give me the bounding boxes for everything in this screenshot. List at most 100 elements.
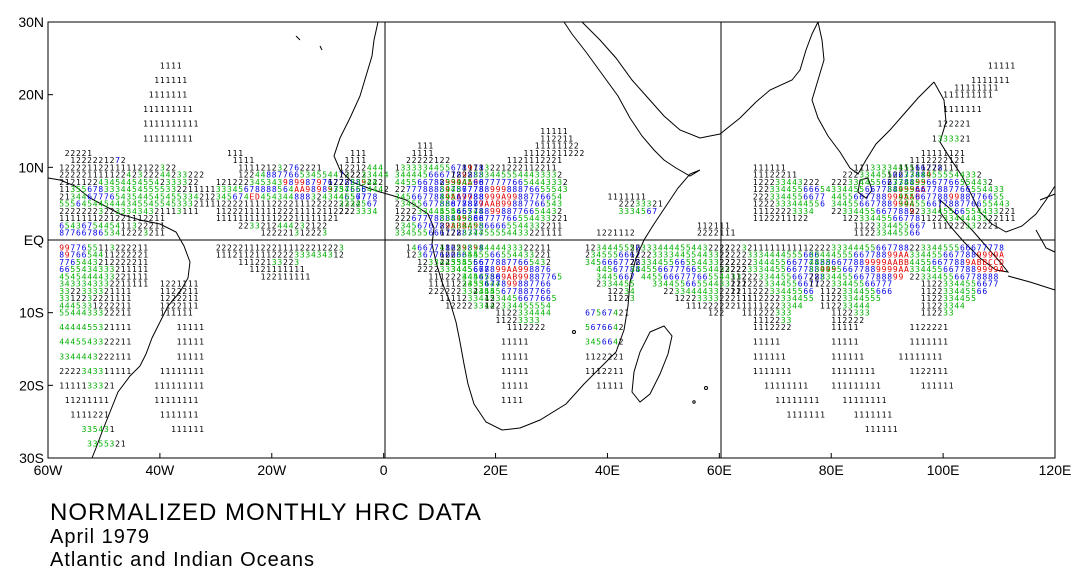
coast-java bbox=[1007, 275, 1056, 291]
hrc-row: 11122211 bbox=[753, 171, 797, 180]
hrc-row: 223344556677889 bbox=[831, 207, 914, 216]
hrc-row: 111111111 bbox=[143, 105, 193, 114]
hrc-row: 3344455566778899AA bbox=[809, 251, 909, 260]
hrc-row: 1234445556 bbox=[585, 243, 640, 252]
y-tick-label: EQ bbox=[24, 232, 44, 248]
hrc-row: 1111111 bbox=[753, 367, 792, 376]
coast-island-1 bbox=[704, 386, 708, 390]
x-tick-label: 120E bbox=[1039, 462, 1072, 478]
hrc-row: 1122111 bbox=[160, 301, 199, 310]
hrc-row: 11223333 bbox=[496, 316, 540, 325]
x-tick-label: 20E bbox=[483, 462, 508, 478]
hrc-row: 334455667788999AA bbox=[831, 185, 926, 194]
coast-island-3 bbox=[572, 330, 576, 334]
y-tick-label: 10S bbox=[19, 305, 44, 321]
hrc-row: 111222332221 bbox=[932, 221, 999, 230]
hrc-row: 33445566554433222 bbox=[652, 280, 747, 289]
hrc-row: 112233445566777 bbox=[809, 280, 892, 289]
hrc-row: 44567788999A9988776654 bbox=[440, 192, 563, 201]
hrc-row: 3433343332211111 bbox=[59, 280, 148, 289]
hrc-row: 1222333444556 bbox=[753, 200, 825, 209]
hrc-row: 1111111221221112211 bbox=[59, 214, 165, 223]
hrc-row: 345674ED4543448883243446577 bbox=[216, 192, 367, 201]
hrc-row: 1111233445 bbox=[440, 294, 495, 303]
hrc-row: 1122334455 bbox=[921, 294, 976, 303]
hrc-row: 3455677899887766 bbox=[462, 280, 551, 289]
hrc-row: 11111 bbox=[831, 338, 858, 347]
hrc-row: 1222221272 bbox=[70, 156, 125, 165]
coast-sri-lanka bbox=[857, 177, 873, 199]
hrc-row: 1112223344556677 bbox=[731, 280, 820, 289]
hrc-row: 1111 bbox=[233, 156, 255, 165]
hrc-row: 1233445555567 bbox=[417, 258, 489, 267]
hrc-row: 11111111 bbox=[775, 396, 819, 405]
hrc-row: 12223333222111 bbox=[675, 294, 753, 303]
hrc-row: 122334455554 bbox=[484, 301, 551, 310]
hrc-row: 11111 bbox=[501, 367, 528, 376]
hrc-row: 22233321 bbox=[619, 200, 663, 209]
hrc-row: 111111 bbox=[753, 352, 786, 361]
hrc-row: 1234456677665 bbox=[484, 294, 556, 303]
hrc-row: 122111111 bbox=[261, 272, 311, 281]
hrc-row: 12234 bbox=[607, 287, 634, 296]
coast-madagascar bbox=[631, 325, 673, 403]
hrc-row: 3456667778 bbox=[585, 258, 640, 267]
hrc-row: 1111 bbox=[501, 396, 523, 405]
hrc-row: 11113221222112211 bbox=[462, 163, 557, 172]
hrc-row: 112233444 bbox=[820, 301, 870, 310]
coast-south-america bbox=[47, 177, 191, 459]
hrc-row: 111121232762221 bbox=[238, 163, 321, 172]
hrc-row: 1122221 bbox=[910, 323, 949, 332]
hrc-row: 111 bbox=[417, 142, 433, 151]
hrc-row: 22221 bbox=[65, 149, 92, 158]
hrc-row: 11111 bbox=[177, 323, 204, 332]
hrc-row: 1111221 bbox=[70, 410, 109, 419]
hrc-row: 2345567788878877 bbox=[395, 200, 484, 209]
x-tick-label: 60E bbox=[707, 462, 732, 478]
hrc-row: 11223334444433322211 bbox=[440, 243, 551, 252]
hrc-row: 1111 bbox=[160, 62, 182, 71]
y-tick-label: 30N bbox=[18, 14, 44, 30]
hrc-row: 1111111 bbox=[943, 105, 982, 114]
hrc-row: 112211 bbox=[540, 134, 573, 143]
hrc-row: 4556677889988776655 bbox=[898, 192, 1004, 201]
hrc-row: 12244887766534554473222 bbox=[238, 171, 366, 180]
hrc-row: 1111111 bbox=[607, 192, 646, 201]
hrc-row: 112111 bbox=[697, 221, 730, 230]
hrc-row: 4455666777665544332 bbox=[641, 272, 747, 281]
hrc-row: 3322333321111 bbox=[59, 287, 131, 296]
hrc-row: 11111122 bbox=[535, 142, 579, 151]
hrc-row: 2226777888899888 bbox=[395, 214, 484, 223]
hrc-row: 2345556667 bbox=[585, 251, 640, 260]
hrc-row: 2233445566778888 bbox=[910, 272, 999, 281]
hrc-row: 14667748659898 bbox=[406, 243, 484, 252]
hrc-row: 111122233445566 bbox=[731, 287, 814, 296]
hrc-row: 111111111 bbox=[943, 91, 993, 100]
hrc-row: 1122333 bbox=[831, 309, 870, 318]
hrc-row: 3334567 bbox=[619, 207, 658, 216]
hrc-row: 122233444 bbox=[339, 171, 389, 180]
hrc-row: 11111 bbox=[501, 338, 528, 347]
hrc-row: 1111111111122211111121 bbox=[216, 214, 339, 223]
map-date: April 1979 bbox=[50, 526, 151, 548]
hrc-row: 1122221 bbox=[585, 352, 624, 361]
hrc-row: 3456677889AA9988 bbox=[395, 192, 484, 201]
hrc-row: 121222345343989987976778889222 bbox=[216, 178, 383, 187]
hrc-row: 1111111 bbox=[160, 410, 199, 419]
hrc-row: 3344556677889999A bbox=[910, 265, 1005, 274]
x-tick-label: 80E bbox=[819, 462, 844, 478]
hrc-row: 111 bbox=[227, 149, 243, 158]
coast-island-2 bbox=[692, 400, 696, 404]
hrc-row: 1112222 bbox=[507, 323, 546, 332]
hrc-row: 34455667788776655443 bbox=[898, 200, 1009, 209]
hrc-row: 22334455667788899 bbox=[809, 272, 904, 281]
coast-sumatra bbox=[939, 198, 1010, 273]
hrc-row: 111222333 bbox=[742, 309, 792, 318]
hrc-row: 122221122111112122322 bbox=[59, 163, 176, 172]
hrc-row: 1112222 bbox=[753, 323, 792, 332]
hrc-row: 11122133223 bbox=[238, 258, 299, 267]
hrc-row: 2233445566665544332211 bbox=[440, 221, 563, 230]
hrc-row: 12233444555544332 bbox=[887, 171, 982, 180]
hrc-row: 111111 bbox=[171, 425, 204, 434]
hrc-row: 11223344556677 bbox=[921, 280, 999, 289]
